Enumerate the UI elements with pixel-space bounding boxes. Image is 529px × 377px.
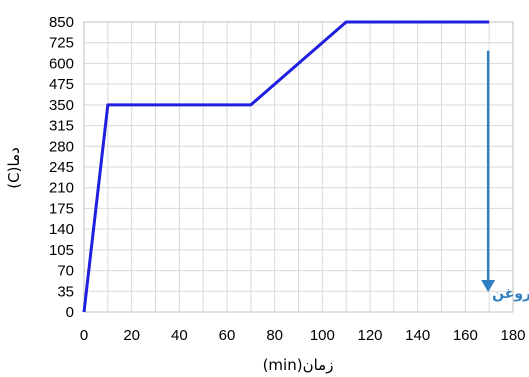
x-tick-label: 180 xyxy=(500,327,525,344)
y-tick-label: 475 xyxy=(49,76,74,93)
y-tick-labels: 0 35 70 105 140 175 210 245 280 315 350 475 600 725 85… xyxy=(49,14,74,321)
x-axis-title: زمان(min) xyxy=(263,356,334,374)
x-tick-label: 120 xyxy=(357,327,382,344)
y-axis-title: دما(C) xyxy=(5,147,23,188)
y-tick-label: 175 xyxy=(49,200,74,217)
y-tick-label: 350 xyxy=(49,97,74,114)
y-tick-label: 315 xyxy=(49,118,74,135)
plot-border xyxy=(83,21,514,313)
grid xyxy=(83,21,514,313)
x-tick-label: 160 xyxy=(453,327,478,344)
y-tick-label: 280 xyxy=(49,138,74,155)
y-tick-label: 210 xyxy=(49,180,74,197)
x-tick-label: 100 xyxy=(310,327,335,344)
x-tick-label: 80 xyxy=(266,327,283,344)
x-tick-label: 0 xyxy=(80,327,88,344)
y-tick-label: 600 xyxy=(49,55,74,72)
y-tick-label: 35 xyxy=(57,283,74,300)
y-tick-label: 0 xyxy=(66,304,74,321)
y-tick-label: 725 xyxy=(49,35,74,52)
series-layer xyxy=(82,20,490,313)
y-tick-label: 140 xyxy=(49,221,74,238)
x-tick-label: 20 xyxy=(123,327,140,344)
x-tick-label: 60 xyxy=(219,327,236,344)
y-tick-label: 850 xyxy=(49,14,74,31)
y-tick-label: 245 xyxy=(49,159,74,176)
y-tick-label: 105 xyxy=(49,242,74,259)
x-tick-label: 40 xyxy=(171,327,188,344)
annotation-layer: کوینچ روغن xyxy=(481,50,529,302)
plot-frame xyxy=(83,21,514,313)
x-tick-label: 140 xyxy=(405,327,430,344)
y-tick-label: 70 xyxy=(57,263,74,280)
quench-arrow-head xyxy=(481,280,496,292)
quench-label: کوینچ روغن xyxy=(492,286,529,302)
x-tick-labels: 0 20 40 60 80 100 120 140 160 180 xyxy=(80,327,526,344)
